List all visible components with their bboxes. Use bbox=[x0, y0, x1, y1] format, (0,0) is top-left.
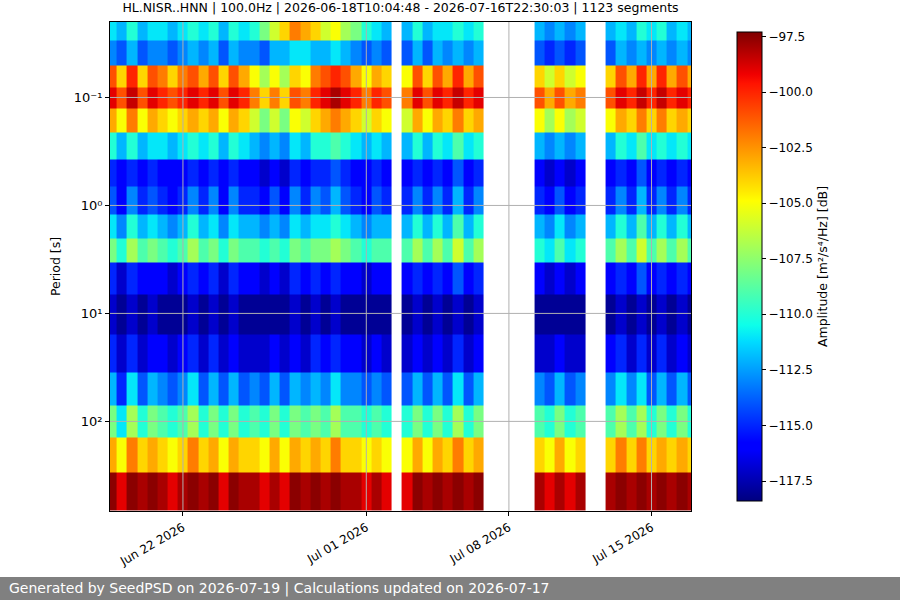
svg-text:Jul 15 2026: Jul 15 2026 bbox=[589, 520, 656, 567]
svg-text:HL.NISR..HNN | 100.0Hz | 2026-: HL.NISR..HNN | 100.0Hz | 2026-06-18T10:0… bbox=[122, 0, 678, 15]
html-text:Generated by SeedPSD on 2026-0: Generated by SeedPSD on 2026-07-19 | Cal… bbox=[9, 580, 550, 596]
svg-text:−112.5: −112.5 bbox=[768, 363, 812, 377]
svg-text:−105.0: −105.0 bbox=[768, 196, 812, 210]
svg-text:Jul 08 2026: Jul 08 2026 bbox=[447, 520, 514, 567]
svg-text:−107.5: −107.5 bbox=[768, 252, 812, 266]
svg-text:Jul 01 2026: Jul 01 2026 bbox=[304, 520, 371, 567]
svg-text:Amplitude [m²/s⁴/Hz] [dB]: Amplitude [m²/s⁴/Hz] [dB] bbox=[815, 186, 830, 347]
svg-text:10⁰: 10⁰ bbox=[81, 198, 103, 213]
svg-text:−117.5: −117.5 bbox=[768, 474, 812, 488]
svg-text:−97.5: −97.5 bbox=[768, 30, 805, 44]
svg-text:10¹: 10¹ bbox=[81, 306, 103, 321]
svg-text:−110.0: −110.0 bbox=[768, 307, 812, 321]
svg-text:−102.5: −102.5 bbox=[768, 141, 812, 155]
svg-text:10⁻¹: 10⁻¹ bbox=[74, 90, 103, 105]
svg-text:−100.0: −100.0 bbox=[768, 85, 812, 99]
svg-text:−115.0: −115.0 bbox=[768, 419, 812, 433]
svg-text:Period [s]: Period [s] bbox=[48, 237, 63, 296]
svg-text:Jun 22 2026: Jun 22 2026 bbox=[117, 520, 187, 569]
svg-text:10²: 10² bbox=[81, 414, 103, 429]
